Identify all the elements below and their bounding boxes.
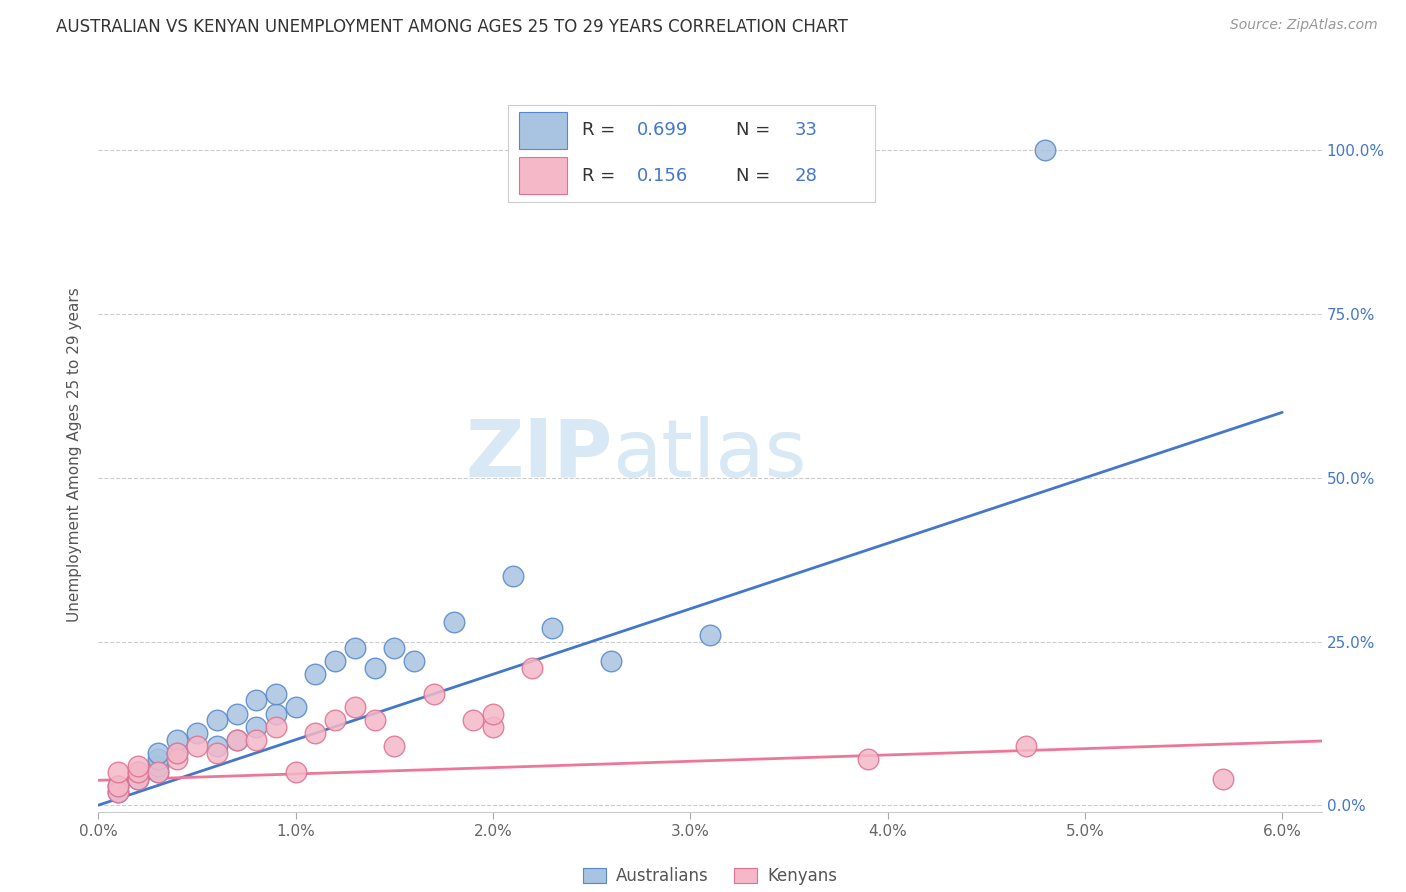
Point xyxy=(522,661,544,675)
Point xyxy=(225,732,247,747)
Point xyxy=(423,687,446,701)
Point xyxy=(323,713,346,727)
Point xyxy=(264,720,287,734)
Point xyxy=(146,759,169,773)
Point xyxy=(127,772,149,786)
Point xyxy=(699,628,721,642)
Point xyxy=(304,726,326,740)
Point xyxy=(463,713,485,727)
Point xyxy=(382,641,405,656)
Point xyxy=(1015,739,1038,754)
Point xyxy=(404,654,426,668)
Point xyxy=(127,765,149,780)
Legend: Australians, Kenyans: Australians, Kenyans xyxy=(583,867,837,886)
Point xyxy=(284,700,307,714)
Point xyxy=(600,654,623,668)
Point xyxy=(343,700,366,714)
Point xyxy=(502,569,524,583)
Text: atlas: atlas xyxy=(612,416,807,494)
Point xyxy=(264,687,287,701)
Point xyxy=(382,739,405,754)
Point xyxy=(107,779,129,793)
Text: Source: ZipAtlas.com: Source: ZipAtlas.com xyxy=(1230,18,1378,32)
Point xyxy=(107,779,129,793)
Point xyxy=(245,693,267,707)
Point xyxy=(245,732,267,747)
Y-axis label: Unemployment Among Ages 25 to 29 years: Unemployment Among Ages 25 to 29 years xyxy=(67,287,83,623)
Point xyxy=(107,785,129,799)
Point xyxy=(146,765,169,780)
Point xyxy=(166,746,188,760)
Point xyxy=(186,739,208,754)
Point xyxy=(166,752,188,766)
Point xyxy=(166,746,188,760)
Point xyxy=(186,726,208,740)
Point xyxy=(245,720,267,734)
Point xyxy=(166,732,188,747)
Point xyxy=(482,720,505,734)
Point xyxy=(304,667,326,681)
Point xyxy=(541,621,564,635)
Point xyxy=(205,746,228,760)
Point xyxy=(107,765,129,780)
Point xyxy=(264,706,287,721)
Point xyxy=(146,746,169,760)
Point xyxy=(323,654,346,668)
Point xyxy=(1035,144,1057,158)
Point xyxy=(146,765,169,780)
Text: ZIP: ZIP xyxy=(465,416,612,494)
Text: AUSTRALIAN VS KENYAN UNEMPLOYMENT AMONG AGES 25 TO 29 YEARS CORRELATION CHART: AUSTRALIAN VS KENYAN UNEMPLOYMENT AMONG … xyxy=(56,18,848,36)
Point xyxy=(127,772,149,786)
Point xyxy=(205,739,228,754)
Point xyxy=(225,706,247,721)
Point xyxy=(856,752,879,766)
Point xyxy=(146,752,169,766)
Point xyxy=(363,713,385,727)
Point xyxy=(363,661,385,675)
Point xyxy=(1212,772,1234,786)
Point xyxy=(482,706,505,721)
Point xyxy=(343,641,366,656)
Point xyxy=(284,765,307,780)
Point xyxy=(127,765,149,780)
Point xyxy=(127,765,149,780)
Point xyxy=(107,785,129,799)
Point xyxy=(225,732,247,747)
Point xyxy=(205,713,228,727)
Point xyxy=(127,759,149,773)
Point xyxy=(443,615,465,629)
